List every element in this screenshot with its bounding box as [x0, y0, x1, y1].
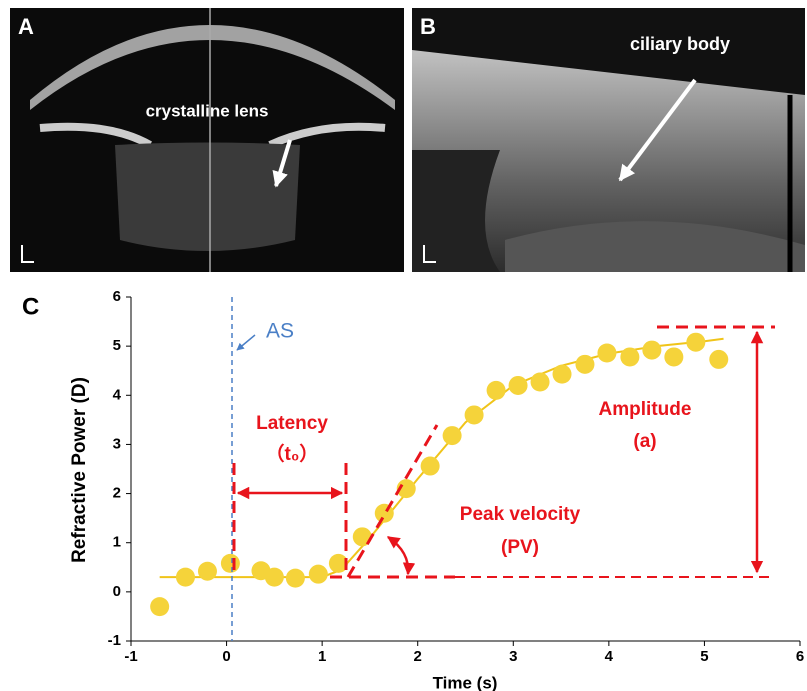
data-point [176, 568, 195, 587]
data-point [443, 426, 462, 445]
panel-a: A crystalline lens [10, 8, 404, 272]
data-point [620, 347, 639, 366]
data-point [686, 333, 705, 352]
x-tick-label: 1 [318, 648, 326, 665]
data-point [198, 562, 217, 581]
x-tick-label: 6 [796, 648, 804, 665]
y-tick-label: 4 [113, 386, 122, 403]
data-point [221, 554, 240, 573]
y-tick-label: 2 [113, 485, 121, 502]
data-point [286, 569, 305, 588]
y-tick-label: 6 [113, 288, 121, 305]
x-tick-label: -1 [124, 648, 137, 665]
data-point [575, 355, 594, 374]
data-point [487, 381, 506, 400]
annotation: Latency [256, 413, 328, 434]
data-point [465, 405, 484, 424]
y-tick-label: -1 [108, 632, 121, 649]
fit-line [160, 339, 724, 577]
data-point [553, 365, 572, 384]
y-axis-label: Refractive Power (D) [69, 377, 90, 563]
annotation: (PV) [501, 537, 539, 558]
data-point [664, 347, 683, 366]
x-axis-label: Time (s) [433, 673, 498, 691]
data-point [531, 373, 550, 392]
annotation: (a) [633, 431, 656, 452]
annotation: crystalline lens [146, 101, 269, 120]
data-point [309, 565, 328, 584]
data-point [265, 568, 284, 587]
y-tick-label: 1 [113, 534, 121, 551]
x-tick-label: 0 [222, 648, 230, 665]
data-point [642, 341, 661, 360]
annotation: （t₀） [266, 442, 319, 465]
annotation: ciliary body [630, 34, 730, 54]
y-tick-label: 5 [113, 337, 121, 354]
panel-label: B [420, 14, 436, 39]
y-tick-label: 3 [113, 435, 121, 452]
figure: A crystalline lens B ciliary body C Refr… [0, 0, 807, 691]
data-point [150, 597, 169, 616]
y-tick-label: 0 [113, 583, 121, 600]
data-point [421, 457, 440, 476]
panel-label: C [22, 293, 39, 320]
x-tick-label: 4 [605, 648, 614, 665]
panel-label: A [18, 14, 34, 39]
annotation: AS [266, 320, 294, 343]
panel-b: B ciliary body [412, 8, 805, 272]
x-tick-label: 3 [509, 648, 517, 665]
annotation: Amplitude [599, 399, 692, 420]
data-point [709, 350, 728, 369]
data-point [597, 344, 616, 363]
data-point [509, 376, 528, 395]
annotation: Peak velocity [460, 504, 581, 525]
x-tick-label: 2 [414, 648, 422, 665]
x-tick-label: 5 [700, 648, 708, 665]
